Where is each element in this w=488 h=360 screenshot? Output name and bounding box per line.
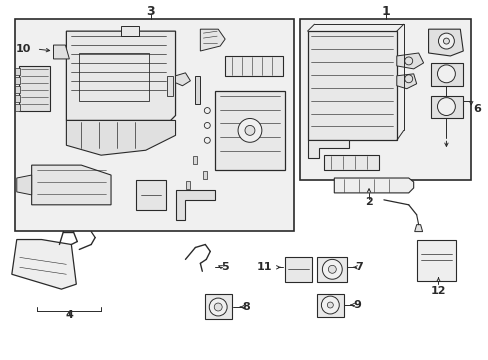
Circle shape	[321, 296, 339, 314]
Circle shape	[438, 33, 453, 49]
Polygon shape	[53, 45, 69, 59]
Bar	[299, 19, 470, 180]
Polygon shape	[429, 63, 462, 86]
Polygon shape	[136, 180, 165, 210]
Polygon shape	[317, 294, 344, 317]
Polygon shape	[175, 190, 215, 220]
Text: 1: 1	[381, 5, 389, 18]
Text: 3: 3	[146, 5, 155, 18]
Polygon shape	[224, 56, 282, 76]
Polygon shape	[205, 294, 232, 319]
Bar	[193, 156, 197, 164]
Text: 10: 10	[16, 44, 31, 54]
Bar	[79, 53, 148, 100]
Polygon shape	[317, 257, 346, 282]
Text: 9: 9	[352, 300, 360, 310]
Polygon shape	[200, 29, 224, 51]
Text: 4: 4	[65, 310, 73, 320]
Polygon shape	[175, 73, 190, 86]
Circle shape	[443, 38, 448, 44]
Circle shape	[209, 298, 226, 316]
Circle shape	[326, 302, 333, 308]
Polygon shape	[19, 66, 49, 111]
Polygon shape	[414, 225, 422, 231]
Text: 11: 11	[256, 262, 271, 272]
Polygon shape	[66, 31, 175, 121]
Bar	[186, 181, 190, 189]
Bar	[121, 26, 139, 36]
Bar	[15, 68, 20, 75]
Polygon shape	[334, 178, 413, 193]
Polygon shape	[215, 91, 284, 170]
Bar	[203, 171, 207, 179]
Polygon shape	[32, 165, 111, 205]
Polygon shape	[396, 53, 423, 69]
Text: 7: 7	[354, 262, 362, 272]
Polygon shape	[12, 239, 76, 289]
Bar	[166, 76, 172, 96]
Bar	[15, 86, 20, 93]
Circle shape	[214, 303, 222, 311]
Bar	[15, 19, 293, 231]
Bar	[307, 31, 396, 140]
Polygon shape	[429, 96, 462, 118]
Text: 5: 5	[221, 262, 228, 272]
Text: 6: 6	[472, 104, 480, 113]
Bar	[15, 104, 20, 111]
Text: 2: 2	[365, 197, 372, 207]
Circle shape	[437, 98, 454, 116]
Polygon shape	[66, 121, 175, 155]
Polygon shape	[427, 29, 462, 56]
Polygon shape	[17, 175, 32, 195]
Bar	[15, 95, 20, 102]
Bar	[284, 257, 312, 282]
Polygon shape	[396, 74, 416, 89]
Circle shape	[322, 260, 342, 279]
Bar	[416, 239, 455, 281]
Bar	[195, 76, 200, 104]
Circle shape	[327, 265, 336, 273]
Text: 8: 8	[242, 302, 249, 312]
Circle shape	[244, 125, 254, 135]
Circle shape	[238, 118, 262, 142]
Circle shape	[437, 65, 454, 83]
Polygon shape	[324, 155, 378, 170]
Text: 12: 12	[430, 286, 446, 296]
Polygon shape	[307, 140, 348, 158]
Bar	[15, 77, 20, 84]
